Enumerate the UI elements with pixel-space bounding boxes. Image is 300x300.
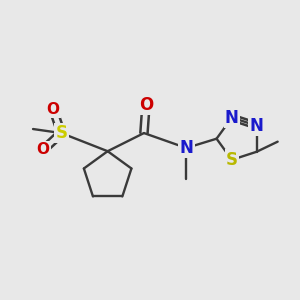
Text: S: S xyxy=(226,151,238,169)
Text: S: S xyxy=(55,124,67,142)
Text: O: O xyxy=(47,102,60,117)
Text: N: N xyxy=(225,109,239,127)
Text: N: N xyxy=(250,117,264,135)
Text: O: O xyxy=(139,96,153,114)
Text: N: N xyxy=(179,139,193,157)
Text: O: O xyxy=(37,142,50,158)
